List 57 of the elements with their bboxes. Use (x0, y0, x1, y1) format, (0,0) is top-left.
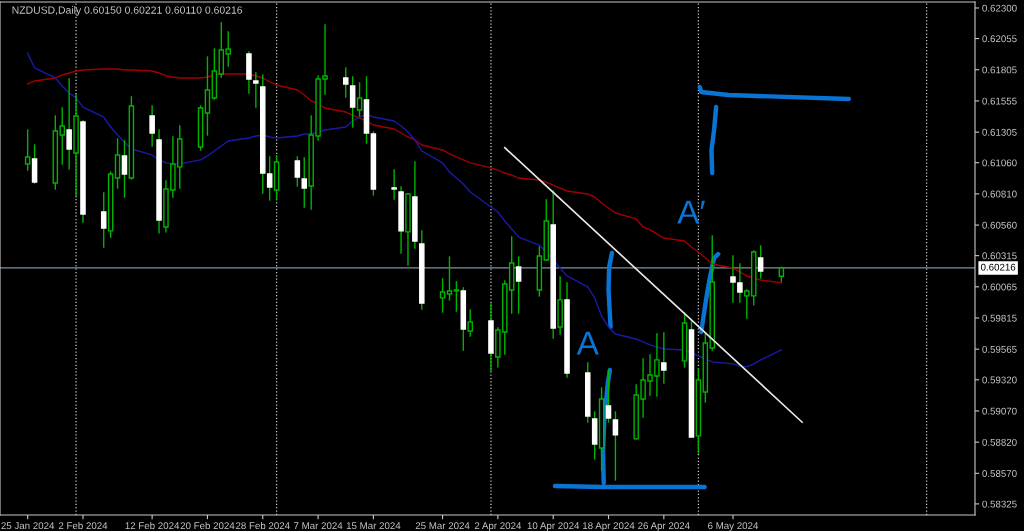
y-tick-label: 0.59565 (982, 345, 1017, 353)
candlestick (515, 256, 522, 314)
x-tick-label: 7 Mar 2024 (294, 522, 343, 530)
y-tick-label: 0.61060 (982, 159, 1017, 167)
candlestick (31, 144, 38, 184)
x-tick-label: 20 Feb 2024 (180, 521, 235, 530)
y-tick-label: 0.60065 (982, 283, 1017, 291)
annotation: A′ (677, 200, 706, 224)
candlestick (114, 138, 121, 189)
x-tick-label: 2 Feb 2024 (58, 521, 108, 530)
x-tick-label: 15 Mar 2024 (346, 522, 401, 530)
ref-line-label: 0.60216 (980, 263, 1016, 271)
candlestick (446, 256, 453, 301)
x-tick-label: 28 Feb 2024 (235, 521, 290, 530)
candlestick (121, 140, 128, 198)
y-tick-label: 0.62300 (982, 4, 1017, 12)
candlestick (24, 129, 31, 171)
y-tick-label: 0.60560 (982, 221, 1017, 229)
y-tick-label: 0.61305 (982, 128, 1017, 136)
y-tick-label: 0.58570 (982, 470, 1017, 477)
candlestick (253, 72, 259, 108)
candlestick (204, 56, 211, 136)
candlestick (356, 82, 363, 117)
y-tick-label: 0.58325 (982, 500, 1017, 508)
chart-title: NZDUSD,Daily 0.60150 0.60221 0.60110 0.60216 (12, 6, 243, 16)
x-tick-label: 10 Apr 2024 (527, 522, 580, 531)
x-tick-label: 26 Apr 2024 (638, 522, 690, 531)
y-tick-label: 0.61555 (982, 97, 1017, 105)
x-tick-label: 25 Jan 2024 (1, 522, 55, 530)
y-tick-label: 0.59070 (982, 407, 1017, 415)
candlestick (294, 156, 301, 187)
x-tick-label: 2 Apr 2024 (474, 522, 522, 531)
candlestick (149, 105, 155, 147)
candlestick (349, 76, 356, 128)
x-tick-label: 25 Mar 2024 (415, 522, 470, 530)
candlestick (342, 67, 349, 98)
candlestick (391, 169, 397, 200)
y-tick-label: 0.61805 (982, 66, 1017, 74)
candlestick (467, 309, 473, 337)
candlestick (605, 369, 612, 423)
line-series (26, 68, 783, 284)
candlestick (453, 281, 460, 312)
line-series (26, 52, 783, 368)
candlestick (100, 192, 107, 248)
y-tick-label: 0.62055 (982, 35, 1017, 43)
x-tick-label: 18 Apr 2024 (583, 522, 635, 531)
y-tick-label: 0.60315 (982, 252, 1017, 260)
candlestick (612, 411, 619, 481)
annotation: A (576, 331, 599, 355)
y-tick-label: 0.59320 (982, 376, 1017, 384)
candlestick (439, 278, 446, 313)
candlestick (757, 245, 764, 279)
y-tick-label: 0.58820 (982, 438, 1017, 446)
x-tick-label: 12 Feb 2024 (125, 521, 180, 530)
y-tick-label: 0.59815 (982, 314, 1017, 322)
y-tick-label: 0.60810 (982, 190, 1017, 198)
x-tick-label: 6 May 2024 (708, 522, 759, 531)
